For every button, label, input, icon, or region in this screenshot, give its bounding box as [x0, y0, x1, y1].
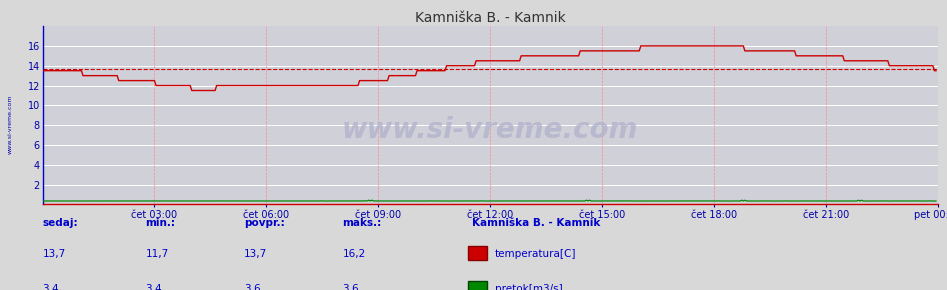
Text: 3,4: 3,4 — [43, 284, 60, 290]
Text: Kamniška B. - Kamnik: Kamniška B. - Kamnik — [473, 218, 600, 228]
Text: temperatura[C]: temperatura[C] — [494, 249, 576, 259]
Text: povpr.:: povpr.: — [244, 218, 285, 228]
Text: www.si-vreme.com: www.si-vreme.com — [8, 95, 13, 155]
Bar — [468, 246, 488, 260]
Text: pretok[m3/s]: pretok[m3/s] — [494, 284, 563, 290]
Text: min.:: min.: — [146, 218, 175, 228]
Text: 3,6: 3,6 — [244, 284, 260, 290]
Text: sedaj:: sedaj: — [43, 218, 79, 228]
Text: www.si-vreme.com: www.si-vreme.com — [342, 115, 638, 144]
Text: 16,2: 16,2 — [343, 249, 366, 259]
Bar — [468, 281, 488, 290]
Text: maks.:: maks.: — [343, 218, 382, 228]
Text: 13,7: 13,7 — [43, 249, 66, 259]
Text: 3,4: 3,4 — [146, 284, 162, 290]
Text: 3,6: 3,6 — [343, 284, 359, 290]
Text: 13,7: 13,7 — [244, 249, 267, 259]
Title: Kamniška B. - Kamnik: Kamniška B. - Kamnik — [415, 11, 565, 25]
Text: 11,7: 11,7 — [146, 249, 169, 259]
